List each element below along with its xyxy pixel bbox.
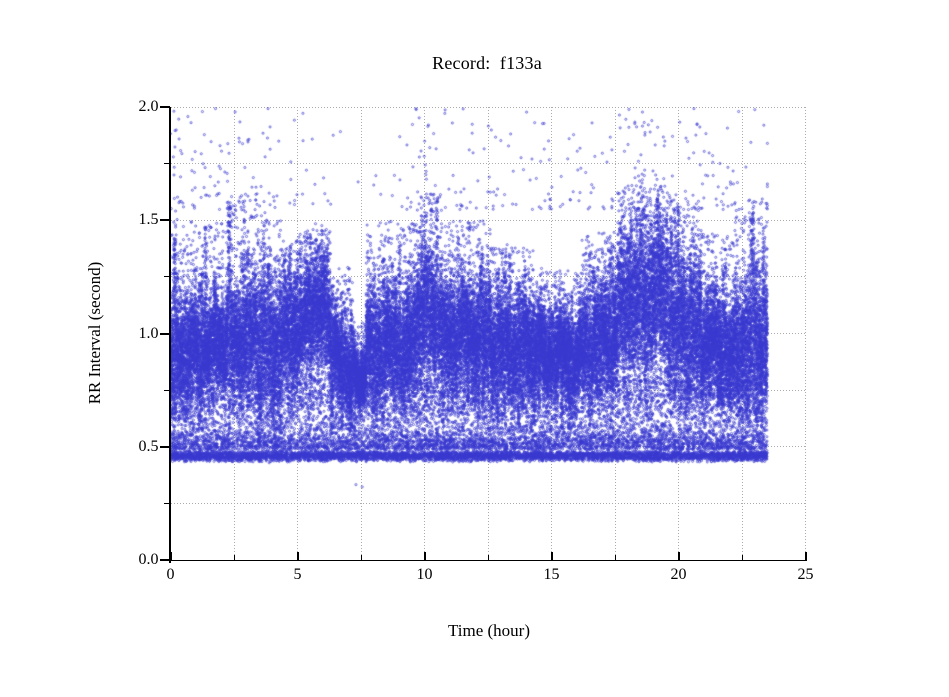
y-axis-line xyxy=(169,107,171,563)
y-axis-title: RR Interval (second) xyxy=(85,261,104,405)
x-minor-tick xyxy=(233,555,235,560)
x-major-tick xyxy=(169,552,172,560)
x-tick-label: 25 xyxy=(797,566,814,583)
x-major-tick xyxy=(296,552,299,560)
x-minor-tick xyxy=(360,555,362,560)
y-minor-tick xyxy=(163,502,170,504)
chart-title: Record: f133a xyxy=(432,53,542,73)
x-major-tick xyxy=(550,552,553,560)
scatter-points-canvas xyxy=(170,107,806,561)
y-minor-tick xyxy=(163,276,170,278)
x-minor-tick xyxy=(741,555,743,560)
y-tick-label: 0.0 xyxy=(138,551,159,568)
y-major-tick xyxy=(159,445,170,448)
y-major-tick xyxy=(159,219,170,222)
x-minor-tick xyxy=(487,555,489,560)
y-tick-label: 2.0 xyxy=(138,98,159,115)
x-minor-tick xyxy=(614,555,616,560)
y-major-tick xyxy=(159,559,170,561)
y-tick-label: 0.5 xyxy=(138,437,159,455)
x-tick-label: 5 xyxy=(293,566,302,583)
x-major-tick xyxy=(804,552,807,560)
y-tick-label: 1.5 xyxy=(138,211,159,229)
x-major-tick xyxy=(423,552,426,560)
y-major-tick xyxy=(159,332,170,335)
y-minor-tick xyxy=(163,389,170,391)
y-major-tick xyxy=(159,106,170,108)
x-tick-label: 0 xyxy=(166,566,175,583)
y-minor-tick xyxy=(163,163,170,165)
x-axis-title: Time (hour) xyxy=(447,621,531,640)
y-tick-label: 1.0 xyxy=(138,324,159,342)
x-tick-label: 10 xyxy=(416,566,433,583)
x-tick-label: 20 xyxy=(670,566,687,583)
x-tick-label: 15 xyxy=(543,566,560,583)
x-major-tick xyxy=(677,552,680,560)
x-axis-line xyxy=(160,560,807,561)
